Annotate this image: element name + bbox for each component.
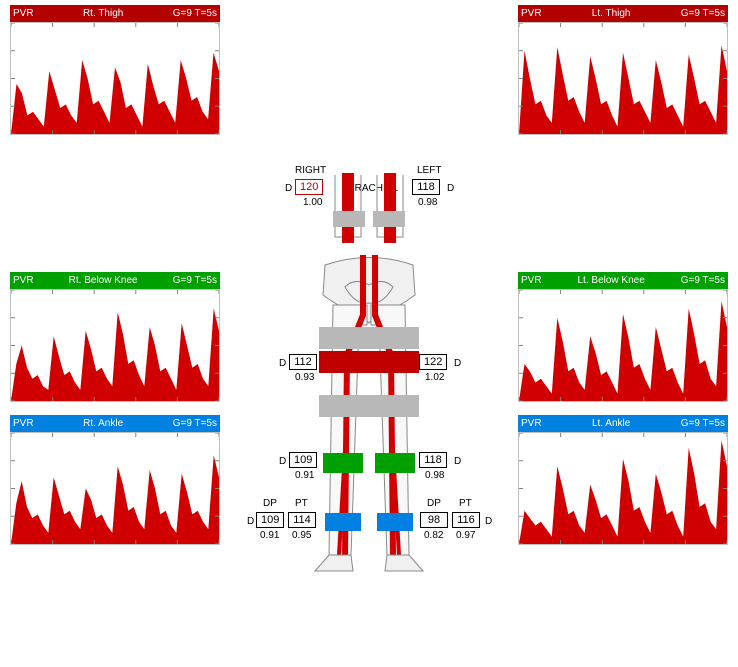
cuff-above-knee	[319, 395, 419, 417]
pvr-gain-time: G=9 T=5s	[681, 272, 725, 289]
d-l-thigh: D	[454, 358, 461, 369]
cuff-thigh-red	[319, 351, 419, 373]
d-l-ank: D	[485, 516, 492, 527]
val-r-pt: 114	[288, 512, 316, 528]
pt-r-label: PT	[295, 498, 308, 509]
d-l-calf: D	[454, 456, 461, 467]
waveform-svg	[11, 290, 219, 401]
cuff-ankle-right	[325, 513, 361, 531]
val-r-thigh: 112	[289, 354, 317, 370]
val-l-calf: 118	[419, 452, 447, 468]
pvr-title: PVR	[13, 272, 34, 289]
ratio-r-calf: 0.91	[295, 470, 314, 481]
waveform-fill	[11, 309, 219, 402]
waveform-svg	[519, 433, 727, 544]
pvr-chart	[10, 22, 220, 135]
waveform-fill	[519, 301, 727, 401]
pvr-chart	[10, 432, 220, 545]
waveform-svg	[519, 290, 727, 401]
waveform-fill	[11, 455, 219, 544]
pvr-panel-lt-thigh: PVRLt. ThighG=9 T=5s	[518, 5, 728, 135]
pvr-header: PVRRt. ThighG=9 T=5s	[10, 5, 220, 22]
pvr-header: PVRLt. AnkleG=9 T=5s	[518, 415, 728, 432]
pvr-panel-rt-ank: PVRRt. AnkleG=9 T=5s	[10, 415, 220, 545]
right-foot	[315, 555, 353, 571]
val-r-dp: 109	[256, 512, 284, 528]
val-l-thigh: 122	[419, 354, 447, 370]
val-r-calf: 109	[289, 452, 317, 468]
artery-left-arm	[384, 173, 396, 243]
pvr-title: PVR	[521, 272, 542, 289]
ratio-r-thigh: 0.93	[295, 372, 314, 383]
cuff-bk-left	[375, 453, 415, 473]
pvr-header: PVRRt. Below KneeG=9 T=5s	[10, 272, 220, 289]
pvr-gain-time: G=9 T=5s	[681, 5, 725, 22]
pvr-title: PVR	[13, 5, 34, 22]
pt-l-label: PT	[459, 498, 472, 509]
cuff-thigh-gray	[319, 327, 419, 349]
pvr-gain-time: G=9 T=5s	[173, 5, 217, 22]
pvr-title: PVR	[521, 5, 542, 22]
cuff-bk-right	[323, 453, 363, 473]
ratio-r-dp: 0.91	[260, 530, 279, 541]
waveform-fill	[519, 440, 727, 544]
left-foot	[385, 555, 423, 571]
pvr-label: Rt. Ankle	[34, 415, 173, 432]
pvr-gain-time: G=9 T=5s	[173, 272, 217, 289]
pvr-chart	[518, 22, 728, 135]
dp-l-label: DP	[427, 498, 441, 509]
legs-figure: D 112 0.93 D 109 0.91 DP PT D 109 114 0.…	[255, 255, 483, 667]
pvr-panel-lt-bk: PVRLt. Below KneeG=9 T=5s	[518, 272, 728, 402]
arms-svg	[255, 165, 483, 255]
ratio-l-dp: 0.82	[424, 530, 443, 541]
waveform-fill	[11, 53, 219, 134]
pvr-label: Lt. Below Knee	[542, 272, 681, 289]
pvr-chart	[518, 289, 728, 402]
pvr-title: PVR	[13, 415, 34, 432]
pvr-label: Rt. Below Knee	[34, 272, 173, 289]
cuff-left-arm	[373, 211, 405, 227]
pvr-panel-rt-thigh: PVRRt. ThighG=9 T=5s	[10, 5, 220, 135]
pvr-panel-lt-ank: PVRLt. AnkleG=9 T=5s	[518, 415, 728, 545]
dp-r-label: DP	[263, 498, 277, 509]
pvr-title: PVR	[521, 415, 542, 432]
pvr-label: Lt. Ankle	[542, 415, 681, 432]
ratio-l-pt: 0.97	[456, 530, 475, 541]
pvr-gain-time: G=9 T=5s	[681, 415, 725, 432]
pvr-header: PVRLt. ThighG=9 T=5s	[518, 5, 728, 22]
legs-svg	[255, 255, 483, 577]
pvr-label: Lt. Thigh	[542, 5, 681, 22]
d-r-thigh: D	[279, 358, 286, 369]
pvr-chart	[518, 432, 728, 545]
pvr-header: PVRLt. Below KneeG=9 T=5s	[518, 272, 728, 289]
artery-right-arm	[342, 173, 354, 243]
cuff-right-arm	[333, 211, 365, 227]
ratio-l-calf: 0.98	[425, 470, 444, 481]
pvr-label: Rt. Thigh	[34, 5, 173, 22]
d-r-ank: D	[247, 516, 254, 527]
pvr-header: PVRRt. AnkleG=9 T=5s	[10, 415, 220, 432]
waveform-svg	[519, 23, 727, 134]
pvr-gain-time: G=9 T=5s	[173, 415, 217, 432]
pvr-panel-rt-bk: PVRRt. Below KneeG=9 T=5s	[10, 272, 220, 402]
pvr-chart	[10, 289, 220, 402]
ratio-l-thigh: 1.02	[425, 372, 444, 383]
waveform-svg	[11, 433, 219, 544]
val-l-pt: 116	[452, 512, 480, 528]
val-l-dp: 98	[420, 512, 448, 528]
cuff-ankle-left	[377, 513, 413, 531]
waveform-svg	[11, 23, 219, 134]
d-r-calf: D	[279, 456, 286, 467]
ratio-r-pt: 0.95	[292, 530, 311, 541]
waveform-fill	[519, 45, 727, 134]
brachial-panel: RIGHT LEFT BRACHIAL D 120 1.00 118 D 0.9…	[255, 165, 483, 255]
